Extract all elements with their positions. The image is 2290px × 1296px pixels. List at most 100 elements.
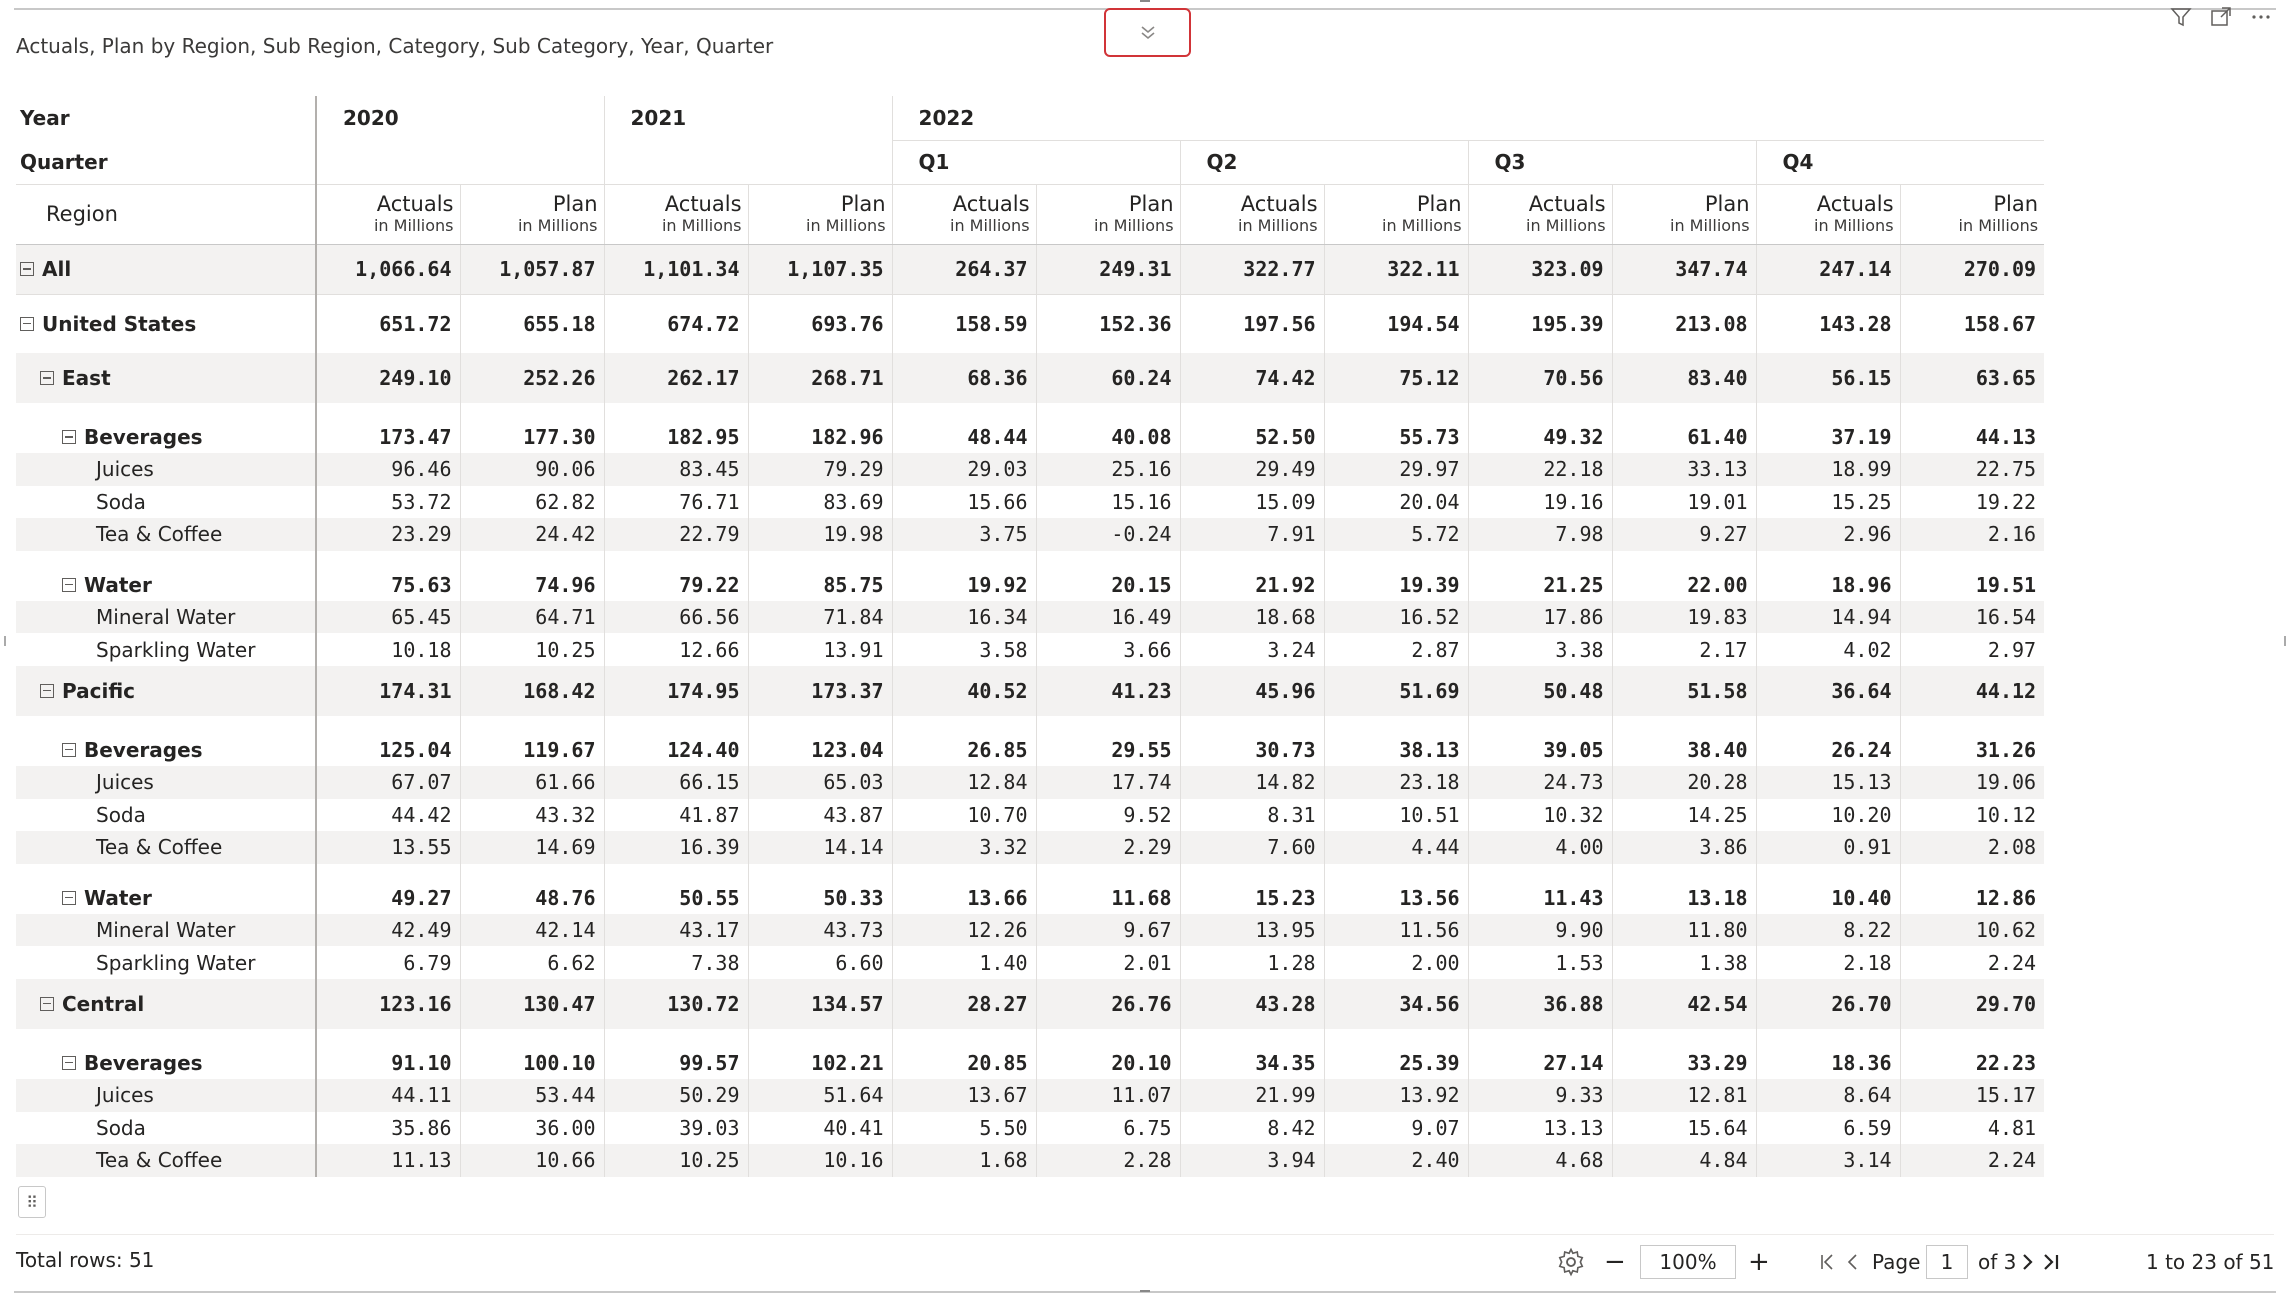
settings-icon[interactable] <box>1556 1240 1586 1284</box>
row-header[interactable]: Beverages <box>16 403 316 453</box>
table-row: Tea & Coffee 11.13 10.66 10.25 10.16 1.68 2.28… <box>16 1144 2045 1177</box>
row-header[interactable]: Water <box>16 551 316 601</box>
value-cell: 19.06 <box>1899 765 2045 799</box>
measure-header-actuals-q3[interactable]: Actuals in Millions <box>1467 183 1613 245</box>
value-cell: 26.70 <box>1755 978 1901 1029</box>
value-cell: 79.22 <box>603 550 749 601</box>
expand-header-button[interactable] <box>1104 8 1191 57</box>
measure-header-plan-q1[interactable]: Plan in Millions <box>1035 183 1181 245</box>
measure-header-plan-q3[interactable]: Plan in Millions <box>1611 183 1757 245</box>
value-cell: 651.72 <box>315 294 460 353</box>
value-cell: -0.24 <box>1035 518 1181 551</box>
measure-header-actuals-q4[interactable]: Actuals in Millions <box>1755 183 1901 245</box>
value-cell: 61.66 <box>459 765 605 799</box>
value-cell: 14.69 <box>459 831 605 864</box>
value-cell: 323.09 <box>1467 244 1613 295</box>
table-row: Water 75.63 74.96 79.22 85.75 19.92 20.15 21.92… <box>16 550 2045 601</box>
measure-header-actuals-2020[interactable]: Actuals in Millions <box>315 183 460 245</box>
zoom-level-input[interactable]: 100% <box>1640 1245 1736 1279</box>
value-cell: 9.52 <box>1035 798 1181 832</box>
zoom-in-button[interactable]: + <box>1748 1247 1770 1277</box>
measure-header-actuals-q1[interactable]: Actuals in Millions <box>891 183 1037 245</box>
value-cell: 43.17 <box>603 913 749 947</box>
collapse-icon[interactable] <box>40 996 54 1011</box>
measure-header-plan-q2[interactable]: Plan in Millions <box>1323 183 1469 245</box>
collapse-icon[interactable] <box>62 1055 76 1070</box>
quarter-header-empty-2020 <box>314 140 605 184</box>
measure-header-plan-2021[interactable]: Plan in Millions <box>747 183 893 245</box>
value-cell: 29.49 <box>1179 453 1325 486</box>
resize-left-handle[interactable] <box>4 636 6 646</box>
value-cell: 177.30 <box>459 403 605 453</box>
value-cell: 119.67 <box>459 715 605 766</box>
first-page-icon[interactable] <box>1818 1240 1838 1284</box>
focus-mode-icon[interactable] <box>2208 4 2234 30</box>
last-page-icon[interactable] <box>2040 1240 2062 1284</box>
value-cell: 22.79 <box>603 518 749 551</box>
quarter-header-q4[interactable]: Q4 <box>1755 139 2045 184</box>
collapse-icon[interactable] <box>62 430 76 444</box>
resize-right-handle[interactable] <box>2284 636 2286 646</box>
year-header-2021[interactable]: 2021 <box>603 96 893 140</box>
year-header-2022[interactable]: 2022 <box>891 96 2045 140</box>
value-cell: 68.36 <box>891 353 1037 403</box>
more-options-icon[interactable] <box>2248 4 2274 30</box>
value-cell: 29.70 <box>1899 978 2045 1029</box>
row-header[interactable]: Water <box>16 864 316 914</box>
collapse-icon[interactable] <box>62 890 76 905</box>
collapse-icon[interactable] <box>62 577 76 592</box>
measure-header-plan-q4[interactable]: Plan in Millions <box>1899 183 2045 245</box>
measure-header-plan-2020[interactable]: Plan in Millions <box>459 183 605 245</box>
row-header[interactable]: All <box>16 244 316 295</box>
row-header[interactable]: Beverages <box>16 1029 316 1079</box>
row-label: Soda <box>96 489 146 514</box>
collapse-icon[interactable] <box>40 371 54 385</box>
zoom-out-button[interactable]: − <box>1604 1247 1626 1277</box>
table-row: Soda 35.86 36.00 39.03 40.41 5.50 6.75 8.42 9.07… <box>16 1111 2045 1145</box>
collapse-icon[interactable] <box>20 262 34 276</box>
filter-icon[interactable] <box>2168 4 2194 30</box>
row-header[interactable]: Beverages <box>16 716 316 766</box>
row-header[interactable]: Central <box>16 978 316 1029</box>
resize-top-handle[interactable] <box>1140 0 1150 2</box>
quarter-header-q3[interactable]: Q3 <box>1467 139 1757 184</box>
total-rows-text: Total rows: 51 <box>16 1248 155 1272</box>
year-header-2020[interactable]: 2020 <box>314 96 605 140</box>
measure-header-actuals-q2[interactable]: Actuals in Millions <box>1179 183 1325 245</box>
value-cell: 65.03 <box>747 765 893 799</box>
value-cell: 42.49 <box>315 913 460 947</box>
value-cell: 11.13 <box>315 1144 460 1177</box>
row-header[interactable]: Pacific <box>16 665 316 716</box>
row-header: Sparkling Water <box>16 633 316 666</box>
value-cell: 4.84 <box>1611 1144 1757 1177</box>
matrix-table: Year 2020 2021 2022 Quarter Q1 Q2 Q3 Q4 … <box>16 96 2045 1177</box>
collapse-icon[interactable] <box>40 683 54 698</box>
measure-name: Actuals <box>1816 192 1894 216</box>
value-cell: 4.81 <box>1899 1111 2045 1145</box>
value-cell: 13.92 <box>1323 1078 1469 1112</box>
value-cell: 34.56 <box>1323 978 1469 1029</box>
resize-bottom-handle[interactable] <box>1140 1290 1150 1292</box>
value-cell: 83.45 <box>603 453 749 486</box>
page-number-input[interactable]: 1 <box>1926 1245 1968 1279</box>
value-cell: 252.26 <box>459 353 605 403</box>
value-cell: 123.04 <box>747 715 893 766</box>
value-cell: 10.16 <box>747 1144 893 1177</box>
next-page-icon[interactable] <box>2018 1240 2036 1284</box>
measure-name: Plan <box>1993 192 2039 216</box>
quarter-header-q1[interactable]: Q1 <box>891 139 1181 184</box>
value-cell: 10.12 <box>1899 798 2045 832</box>
collapse-icon[interactable] <box>20 316 34 331</box>
region-header[interactable]: Region <box>16 183 316 245</box>
quarter-header-q2[interactable]: Q2 <box>1179 139 1469 184</box>
prev-page-icon[interactable] <box>1844 1240 1862 1284</box>
collapse-icon[interactable] <box>62 742 76 757</box>
value-cell: 34.35 <box>1179 1028 1325 1079</box>
drag-handle-icon[interactable]: ⠿ <box>18 1186 46 1218</box>
value-cell: 60.24 <box>1035 353 1181 403</box>
row-header[interactable]: United States <box>16 294 316 353</box>
row-header[interactable]: East <box>16 353 316 403</box>
value-cell: 18.96 <box>1755 550 1901 601</box>
measure-header-actuals-2021[interactable]: Actuals in Millions <box>603 183 749 245</box>
value-cell: 2.28 <box>1035 1144 1181 1177</box>
